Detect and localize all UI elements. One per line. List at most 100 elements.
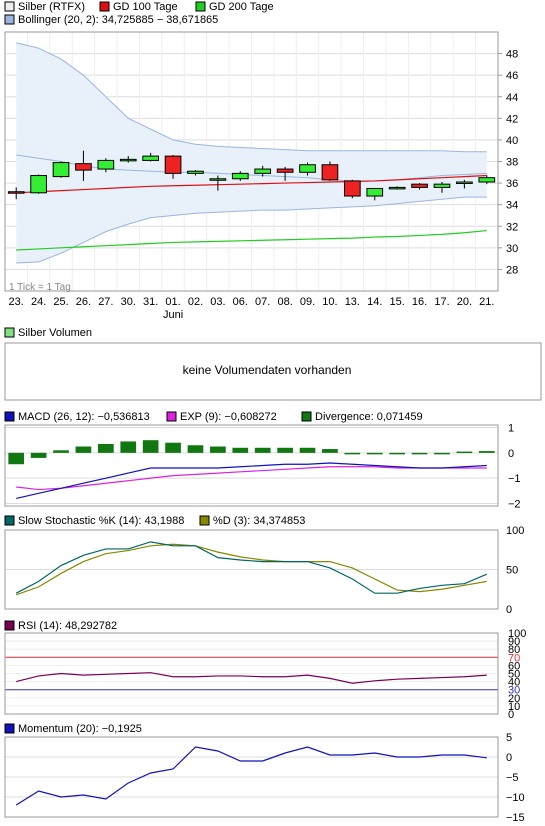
tick-note: 1 Tick = 1 Tag: [9, 282, 71, 293]
candle-body: [75, 163, 92, 171]
price-tick-label: 44: [506, 92, 518, 104]
x-tick-label: 10.: [322, 296, 337, 308]
month-label: Juni: [163, 309, 183, 321]
divergence-bar: [142, 440, 159, 453]
divergence-bar: [53, 450, 69, 453]
macd-legend-swatch-1: [166, 411, 177, 422]
x-tick-label: 08.: [277, 296, 292, 308]
price-tick-label: 42: [506, 113, 518, 125]
candle-body: [343, 180, 361, 197]
macd-tick-label: −2: [508, 498, 521, 510]
exp-line: [16, 466, 487, 491]
bollinger-lower-line: [16, 196, 487, 264]
volume-title: Silber Volumen: [18, 327, 92, 339]
momentum-tick-label: 0: [506, 752, 512, 764]
macd-legend-swatch-2: [301, 411, 312, 422]
candle-body: [164, 155, 182, 174]
candle-body: [30, 175, 47, 194]
rsi-legend-swatch: [4, 620, 15, 631]
macd-tick-label: 0: [508, 448, 514, 460]
price-tick-label: 34: [506, 200, 518, 212]
rsi-tick-label: 10: [508, 701, 520, 713]
macd-panel-frame: [4, 424, 499, 507]
candle-body: [119, 158, 137, 162]
rsi-tick-label: 90: [508, 636, 520, 648]
price-tick-label: 28: [506, 264, 518, 276]
macd-legend-swatch-0: [4, 411, 15, 422]
divergence-bar: [8, 452, 25, 465]
x-tick-label: 03.: [210, 296, 225, 308]
legend-swatch-2: [195, 1, 206, 12]
rsi-tick-label: 40: [508, 677, 520, 689]
price-panel-frame: [4, 31, 499, 292]
stoch-panel-frame: [4, 529, 499, 610]
divergence-bar: [232, 447, 249, 453]
momentum-tick-label: 5: [506, 732, 512, 744]
price-tick-label: 40: [506, 135, 518, 147]
stoch-tick-label: 0: [506, 604, 512, 616]
x-tick-label: 02.: [188, 296, 203, 308]
x-tick-label: 07.: [255, 296, 270, 308]
divergence-bar: [456, 451, 473, 454]
x-tick-label: 26.: [76, 296, 91, 308]
divergence-bar: [120, 441, 137, 453]
gd100-line: [16, 174, 487, 194]
candle-body: [366, 187, 384, 197]
divergence-bar: [478, 451, 495, 453]
x-tick-label: 31.: [143, 296, 158, 308]
stoch-legend-swatch-1: [199, 515, 210, 526]
divergence-bar: [366, 452, 383, 455]
candle-body: [299, 164, 316, 173]
candle-body: [52, 162, 70, 178]
momentum-legend-label: Momentum (20): −0,1925: [18, 723, 142, 735]
x-tick-label: 15.: [390, 296, 405, 308]
stoch-legend-label-0: Slow Stochastic %K (14): 43,1988: [18, 515, 184, 527]
macd-tick-label: 1: [508, 423, 514, 435]
macd-legend-label-0: MACD (26, 12): −0,536813: [18, 411, 150, 423]
x-tick-label: 13.: [345, 296, 360, 308]
stoch-tick-label: 50: [506, 565, 518, 577]
volume-legend-swatch: [4, 327, 15, 338]
x-tick-label: 20.: [457, 296, 472, 308]
volume-message: keine Volumendaten vorhanden: [183, 363, 352, 377]
stoch-k-line: [15, 541, 488, 594]
rsi-tick-label: 30: [508, 685, 520, 697]
x-tick-label: 14.: [367, 296, 382, 308]
rsi-line: [16, 672, 487, 684]
rsi-tick-label: 70: [508, 652, 520, 664]
legend-label-2: GD 200 Tage: [209, 1, 274, 13]
momentum-tick-label: −15: [506, 812, 525, 824]
rsi-legend-label: RSI (14): 48,292782: [18, 620, 117, 632]
rsi-tick-label: 20: [508, 693, 520, 705]
stoch-legend-label-1: %D (3): 34,374853: [213, 515, 305, 527]
rsi-tick-label: 100: [508, 628, 526, 640]
bollinger-upper-line: [16, 42, 487, 153]
price-tick-label: 48: [506, 49, 518, 61]
divergence-bar: [165, 442, 181, 453]
bollinger-legend-swatch: [4, 14, 15, 25]
stoch-tick-label: 100: [506, 525, 524, 537]
legend-swatch-0: [4, 1, 15, 12]
rsi-tick-label: 60: [508, 660, 520, 672]
x-tick-label: 23.: [9, 296, 24, 308]
rsi-tick-label: 0: [508, 709, 514, 721]
candle-body: [321, 164, 339, 181]
divergence-bar: [210, 446, 226, 453]
macd-tick-label: −1: [508, 473, 521, 485]
gd200-line: [16, 229, 487, 251]
rsi-tick-label: 50: [508, 669, 520, 681]
divergence-bar: [299, 447, 316, 453]
divergence-bar: [344, 452, 361, 455]
candle-body: [97, 159, 115, 170]
divergence-bar: [75, 446, 92, 453]
price-tick-label: 46: [506, 70, 518, 82]
legend-label-0: Silber (RTFX): [18, 1, 85, 13]
divergence-bar: [411, 452, 428, 455]
divergence-bar: [434, 452, 450, 455]
candle-body: [7, 191, 25, 194]
momentum-legend-swatch: [4, 723, 15, 734]
x-tick-label: 17.: [434, 296, 449, 308]
momentum-panel-frame: [4, 736, 499, 818]
x-tick-label: 16.: [412, 296, 427, 308]
